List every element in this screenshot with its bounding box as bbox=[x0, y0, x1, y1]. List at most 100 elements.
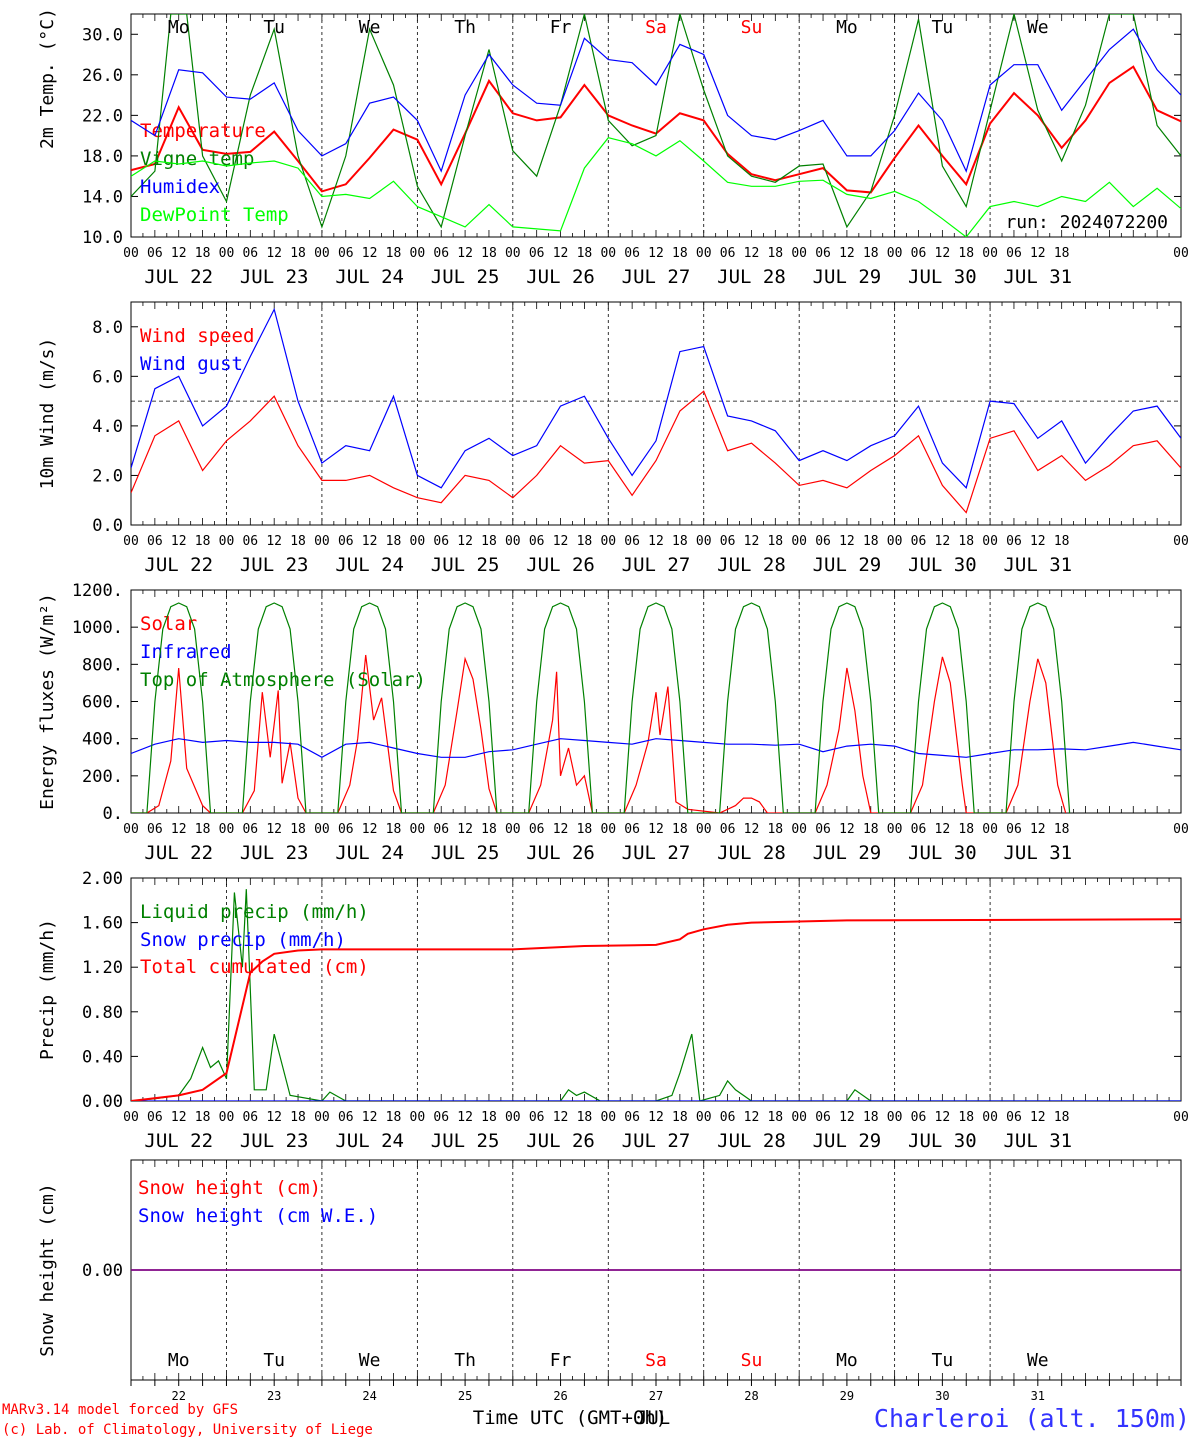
day-of-week-label: Mo bbox=[836, 17, 858, 38]
legend-entry: DewPoint Temp bbox=[140, 204, 289, 226]
hour-tick-label: 12 bbox=[935, 246, 951, 261]
date-label: JUL 28 bbox=[717, 842, 786, 864]
date-label: JUL 29 bbox=[813, 266, 882, 288]
series-line-solar bbox=[131, 654, 1067, 813]
hour-tick-label: 12 bbox=[553, 534, 569, 549]
hour-tick-label: 06 bbox=[338, 246, 354, 261]
y-tick-label: 4.0 bbox=[92, 417, 123, 437]
hour-tick-label: 18 bbox=[195, 822, 211, 837]
hour-tick-label: 00 bbox=[600, 822, 616, 837]
series-line-vigne-temp bbox=[131, 14, 1181, 229]
hour-tick-label: 18 bbox=[195, 1110, 211, 1125]
date-label: JUL 28 bbox=[717, 266, 786, 288]
hour-tick-label: 00 bbox=[410, 1110, 426, 1125]
date-label: JUL 24 bbox=[335, 554, 404, 576]
date-label: JUL 24 bbox=[335, 266, 404, 288]
y-tick-label: 0.40 bbox=[82, 1047, 123, 1067]
date-label: JUL 31 bbox=[1003, 842, 1072, 864]
day-number-label: 31 bbox=[1031, 1389, 1045, 1403]
hour-tick-label: 12 bbox=[171, 1110, 187, 1125]
chart-panel-3: 0.00 0.40 0.80 1.20 1.60 2.00 Precip (mm/h) Liq… bbox=[37, 869, 1189, 1152]
hour-tick-label: 18 bbox=[481, 246, 497, 261]
hour-tick-label: 18 bbox=[386, 822, 402, 837]
y-tick-label: 1.20 bbox=[82, 958, 123, 978]
hour-tick-label: 12 bbox=[457, 822, 473, 837]
y-axis-label: 10m Wind (m/s) bbox=[37, 338, 58, 490]
y-tick-label: 2.00 bbox=[82, 869, 123, 889]
hour-tick-label: 18 bbox=[863, 246, 879, 261]
legend-entry: Solar bbox=[140, 613, 197, 635]
hour-tick-label: 18 bbox=[863, 1110, 879, 1125]
date-label: JUL 24 bbox=[335, 842, 404, 864]
hour-tick-label: 06 bbox=[147, 534, 163, 549]
series-line-top-of-atmosphere-solar- bbox=[131, 602, 1071, 813]
y-tick-label: 0.00 bbox=[82, 1261, 123, 1281]
y-tick-label: 1000. bbox=[72, 618, 123, 638]
hour-tick-label: 06 bbox=[1006, 822, 1022, 837]
hour-tick-label: 12 bbox=[648, 246, 664, 261]
day-of-week-label: Th bbox=[454, 1350, 476, 1371]
hour-tick-label: 06 bbox=[338, 822, 354, 837]
y-axis-label: 2m Temp. (°C) bbox=[37, 8, 58, 149]
day-of-week-label: We bbox=[359, 17, 381, 38]
hour-tick-label: 06 bbox=[720, 246, 736, 261]
hour-tick-label: 00 bbox=[982, 534, 998, 549]
series-line-infrared bbox=[131, 738, 1181, 758]
date-label: JUL 27 bbox=[622, 266, 691, 288]
day-of-week-label: Tu bbox=[932, 17, 954, 38]
y-tick-label: 10.0 bbox=[82, 228, 123, 248]
credit-line: (c) Lab. of Climatology, University of L… bbox=[2, 1422, 373, 1438]
y-tick-label: 22.0 bbox=[82, 106, 123, 126]
hour-tick-label: 00 bbox=[1173, 822, 1189, 837]
hour-tick-label: 06 bbox=[147, 1110, 163, 1125]
day-of-week-label: We bbox=[1027, 17, 1049, 38]
y-tick-label: 400. bbox=[82, 730, 123, 750]
hour-tick-label: 00 bbox=[1173, 534, 1189, 549]
day-number-label: 23 bbox=[267, 1389, 281, 1403]
chart-panel-2: 0. 200. 400. 600. 800. 1000. 1200. Energy fluxe… bbox=[37, 581, 1189, 864]
hour-tick-label: 18 bbox=[958, 822, 974, 837]
legend-entry: Top of Atmosphere (Solar) bbox=[140, 669, 426, 691]
hour-tick-label: 00 bbox=[600, 534, 616, 549]
hour-tick-label: 06 bbox=[242, 534, 258, 549]
hour-tick-label: 12 bbox=[1030, 246, 1046, 261]
hour-tick-label: 06 bbox=[911, 822, 927, 837]
day-of-week-label: Mo bbox=[168, 1350, 190, 1371]
hour-tick-label: 00 bbox=[600, 1110, 616, 1125]
date-label: JUL 22 bbox=[144, 266, 213, 288]
date-label: JUL 27 bbox=[622, 554, 691, 576]
series-line-liquid-precip-mm-h- bbox=[131, 889, 1181, 1101]
hour-tick-label: 18 bbox=[577, 534, 593, 549]
date-label: JUL 29 bbox=[813, 1130, 882, 1152]
hour-tick-label: 12 bbox=[553, 1110, 569, 1125]
hour-tick-label: 18 bbox=[672, 246, 688, 261]
legend-entry: Snow height (cm W.E.) bbox=[138, 1205, 378, 1227]
hour-tick-label: 18 bbox=[767, 822, 783, 837]
hour-tick-label: 00 bbox=[791, 246, 807, 261]
hour-tick-label: 12 bbox=[457, 534, 473, 549]
series-line-humidex bbox=[131, 28, 1181, 173]
day-of-week-label: Mo bbox=[836, 1350, 858, 1371]
day-of-week-label: Sa bbox=[645, 1350, 667, 1371]
hour-tick-label: 00 bbox=[696, 534, 712, 549]
hour-tick-label: 00 bbox=[314, 246, 330, 261]
hour-tick-label: 00 bbox=[887, 534, 903, 549]
hour-tick-label: 18 bbox=[672, 1110, 688, 1125]
y-tick-label: 800. bbox=[82, 655, 123, 675]
chart-panel-0: 10.0 14.0 18.0 22.0 26.0 30.0 2m Temp. (°C) Tem… bbox=[37, 8, 1189, 288]
date-label: JUL 27 bbox=[622, 1130, 691, 1152]
legend-entry: Snow height (cm) bbox=[138, 1177, 321, 1199]
chart-panel-4: 0.00 Snow height (cm) Snow height (cm) Snow… bbox=[37, 1159, 1182, 1381]
day-number-label: 25 bbox=[458, 1389, 472, 1403]
hour-tick-label: 06 bbox=[433, 1110, 449, 1125]
hour-tick-label: 12 bbox=[266, 1110, 282, 1125]
hour-tick-label: 00 bbox=[982, 1110, 998, 1125]
hour-tick-label: 06 bbox=[433, 246, 449, 261]
y-axis-label: Precip (mm/h) bbox=[37, 919, 58, 1060]
hour-tick-label: 18 bbox=[672, 822, 688, 837]
hour-tick-label: 12 bbox=[553, 246, 569, 261]
day-of-week-label: Tu bbox=[263, 1350, 285, 1371]
hour-tick-label: 12 bbox=[266, 534, 282, 549]
hour-tick-label: 00 bbox=[410, 246, 426, 261]
